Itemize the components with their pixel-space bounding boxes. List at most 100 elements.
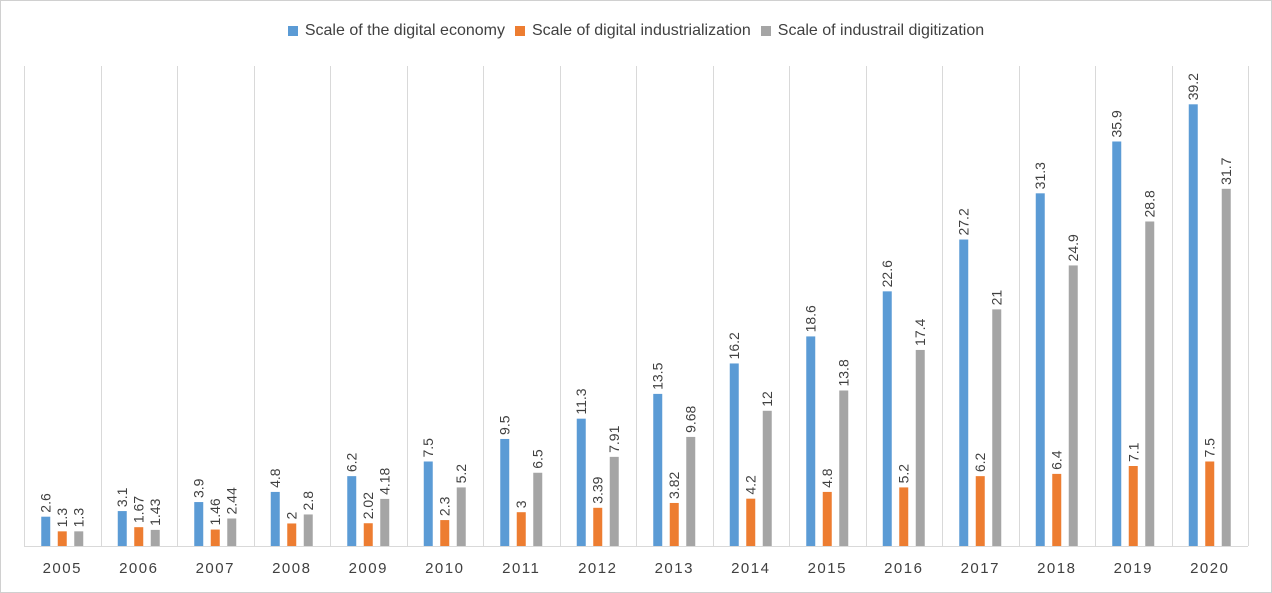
data-label-industrial-digitization-2017: 21 — [989, 290, 1005, 306]
bar-digital-industrialization-2011 — [516, 512, 526, 546]
data-label-industrial-digitization-2012: 7.91 — [606, 425, 622, 452]
x-tick-label-2012: 2012 — [578, 560, 617, 577]
bar-industrial-digitization-2018 — [1068, 265, 1078, 546]
x-tick-label-2016: 2016 — [884, 560, 923, 577]
grid-lines — [24, 66, 1249, 546]
data-label-digital-industrialization-2018: 6.4 — [1049, 450, 1065, 470]
x-tick-label-2008: 2008 — [272, 560, 311, 577]
data-label-digital-industrialization-2019: 7.1 — [1125, 442, 1141, 462]
data-label-industrial-digitization-2016: 17.4 — [912, 318, 928, 345]
bar-digital-economy-2016 — [882, 291, 892, 546]
bar-digital-economy-2005 — [41, 516, 51, 546]
data-label-digital-industrialization-2006: 1.67 — [131, 496, 147, 523]
data-label-digital-industrialization-2016: 5.2 — [896, 464, 912, 484]
bar-digital-industrialization-2013 — [669, 502, 679, 546]
data-label-industrial-digitization-2014: 12 — [759, 391, 775, 407]
bar-digital-economy-2008 — [270, 491, 280, 546]
data-label-digital-economy-2010: 7.5 — [420, 438, 436, 458]
bar-digital-economy-2018 — [1035, 193, 1045, 546]
data-label-digital-economy-2016: 22.6 — [879, 260, 895, 287]
x-axis: 2005 2006 2007 2008 2009 2010 2011 2012 2013 2014… — [24, 546, 1248, 577]
bar-industrial-digitization-2019 — [1145, 221, 1155, 547]
bar-industrial-digitization-2010 — [456, 487, 466, 546]
data-label-digital-economy-2018: 31.3 — [1032, 162, 1048, 189]
data-label-digital-economy-2009: 6.2 — [344, 452, 360, 472]
x-tick-label-2013: 2013 — [655, 560, 694, 577]
chart-legend: Scale of the digital economy Scale of di… — [0, 19, 1272, 43]
x-tick-label-2005: 2005 — [43, 560, 82, 577]
bars — [41, 104, 1231, 547]
data-label-digital-economy-2006: 3.1 — [114, 487, 130, 507]
bar-industrial-digitization-2006 — [150, 529, 160, 546]
bar-industrial-digitization-2017 — [992, 309, 1002, 546]
x-tick-label-2015: 2015 — [808, 560, 847, 577]
data-label-digital-economy-2012: 11.3 — [573, 388, 589, 414]
bar-digital-industrialization-2006 — [134, 527, 144, 546]
bar-industrial-digitization-2012 — [609, 456, 619, 546]
bar-digital-industrialization-2016 — [899, 487, 909, 546]
data-label-industrial-digitization-2008: 2.8 — [300, 491, 316, 511]
data-label-digital-industrialization-2010: 2.3 — [437, 496, 453, 516]
bar-digital-economy-2009 — [347, 476, 357, 546]
data-label-industrial-digitization-2007: 2.44 — [224, 487, 240, 514]
legend-item-industrial-digitization: Scale of industrail digitization — [760, 22, 985, 40]
legend-item-digital-industrialization: Scale of digital industrialization — [514, 22, 751, 40]
bar-digital-industrialization-2015 — [822, 491, 832, 546]
legend-label-industrial-digitization: Scale of industrail digitization — [777, 22, 985, 39]
x-tick-label-2007: 2007 — [196, 560, 235, 577]
x-tick-label-2017: 2017 — [961, 560, 1000, 577]
bar-digital-economy-2011 — [500, 438, 510, 546]
x-tick-label-2019: 2019 — [1114, 560, 1153, 577]
x-tick-label-2006: 2006 — [119, 560, 158, 577]
data-label-digital-industrialization-2020: 7.5 — [1202, 438, 1218, 458]
bar-industrial-digitization-2007 — [227, 518, 237, 546]
x-tick-label-2011: 2011 — [502, 560, 540, 577]
data-label-industrial-digitization-2013: 9.68 — [683, 405, 699, 432]
bar-digital-industrialization-2005 — [57, 531, 67, 546]
bar-industrial-digitization-2008 — [303, 514, 313, 546]
data-label-digital-industrialization-2017: 6.2 — [972, 452, 988, 472]
bar-industrial-digitization-2005 — [74, 531, 84, 546]
data-label-digital-economy-2019: 35.9 — [1109, 110, 1125, 137]
bar-industrial-digitization-2009 — [380, 498, 390, 546]
bar-digital-industrialization-2012 — [593, 507, 603, 546]
data-label-digital-industrialization-2012: 3.39 — [590, 476, 606, 503]
bar-digital-industrialization-2008 — [287, 523, 297, 546]
x-tick-label-2020: 2020 — [1190, 560, 1229, 577]
bar-digital-economy-2007 — [194, 502, 204, 546]
data-label-digital-economy-2015: 18.6 — [803, 305, 819, 332]
legend-label-digital-industrialization: Scale of digital industrialization — [531, 22, 751, 39]
bar-digital-industrialization-2014 — [746, 498, 756, 546]
data-label-digital-industrialization-2005: 1.3 — [54, 508, 70, 528]
data-label-digital-economy-2017: 27.2 — [956, 208, 972, 235]
bar-industrial-digitization-2016 — [915, 349, 925, 546]
bar-industrial-digitization-2015 — [839, 390, 849, 546]
legend-swatch-digital-industrialization — [514, 26, 525, 36]
bar-industrial-digitization-2014 — [762, 410, 772, 546]
x-tick-label-2009: 2009 — [349, 560, 388, 577]
bar-digital-economy-2019 — [1112, 141, 1122, 547]
x-tick-label-2018: 2018 — [1037, 560, 1076, 577]
data-label-industrial-digitization-2009: 4.18 — [377, 467, 393, 494]
data-label-digital-industrialization-2007: 1.46 — [207, 498, 223, 525]
bar-digital-economy-2020 — [1188, 104, 1198, 546]
x-tick-label-2014: 2014 — [731, 560, 770, 577]
bar-digital-industrialization-2017 — [975, 476, 985, 546]
data-label-digital-industrialization-2011: 3 — [513, 500, 529, 508]
legend-label-digital-economy: Scale of the digital economy — [304, 22, 505, 39]
data-label-industrial-digitization-2011: 6.5 — [530, 449, 546, 469]
data-labels: 2.61.3 1.33.1 1.67 1.433.91.46 2.444.822.86.… — [38, 73, 1235, 528]
data-label-digital-economy-2013: 13.5 — [650, 362, 666, 389]
bar-digital-industrialization-2010 — [440, 520, 450, 546]
data-label-industrial-digitization-2019: 28.8 — [1142, 190, 1158, 217]
bar-digital-economy-2017 — [959, 239, 969, 546]
data-label-industrial-digitization-2010: 5.2 — [453, 464, 469, 484]
bar-digital-economy-2014 — [729, 363, 739, 546]
bar-digital-industrialization-2019 — [1128, 466, 1138, 546]
data-label-digital-economy-2005: 2.6 — [38, 493, 54, 513]
bar-digital-economy-2013 — [653, 393, 663, 546]
data-label-digital-industrialization-2008: 2 — [284, 511, 300, 519]
data-label-industrial-digitization-2015: 13.8 — [836, 359, 852, 386]
legend-item-digital-economy: Scale of the digital economy — [287, 22, 505, 40]
